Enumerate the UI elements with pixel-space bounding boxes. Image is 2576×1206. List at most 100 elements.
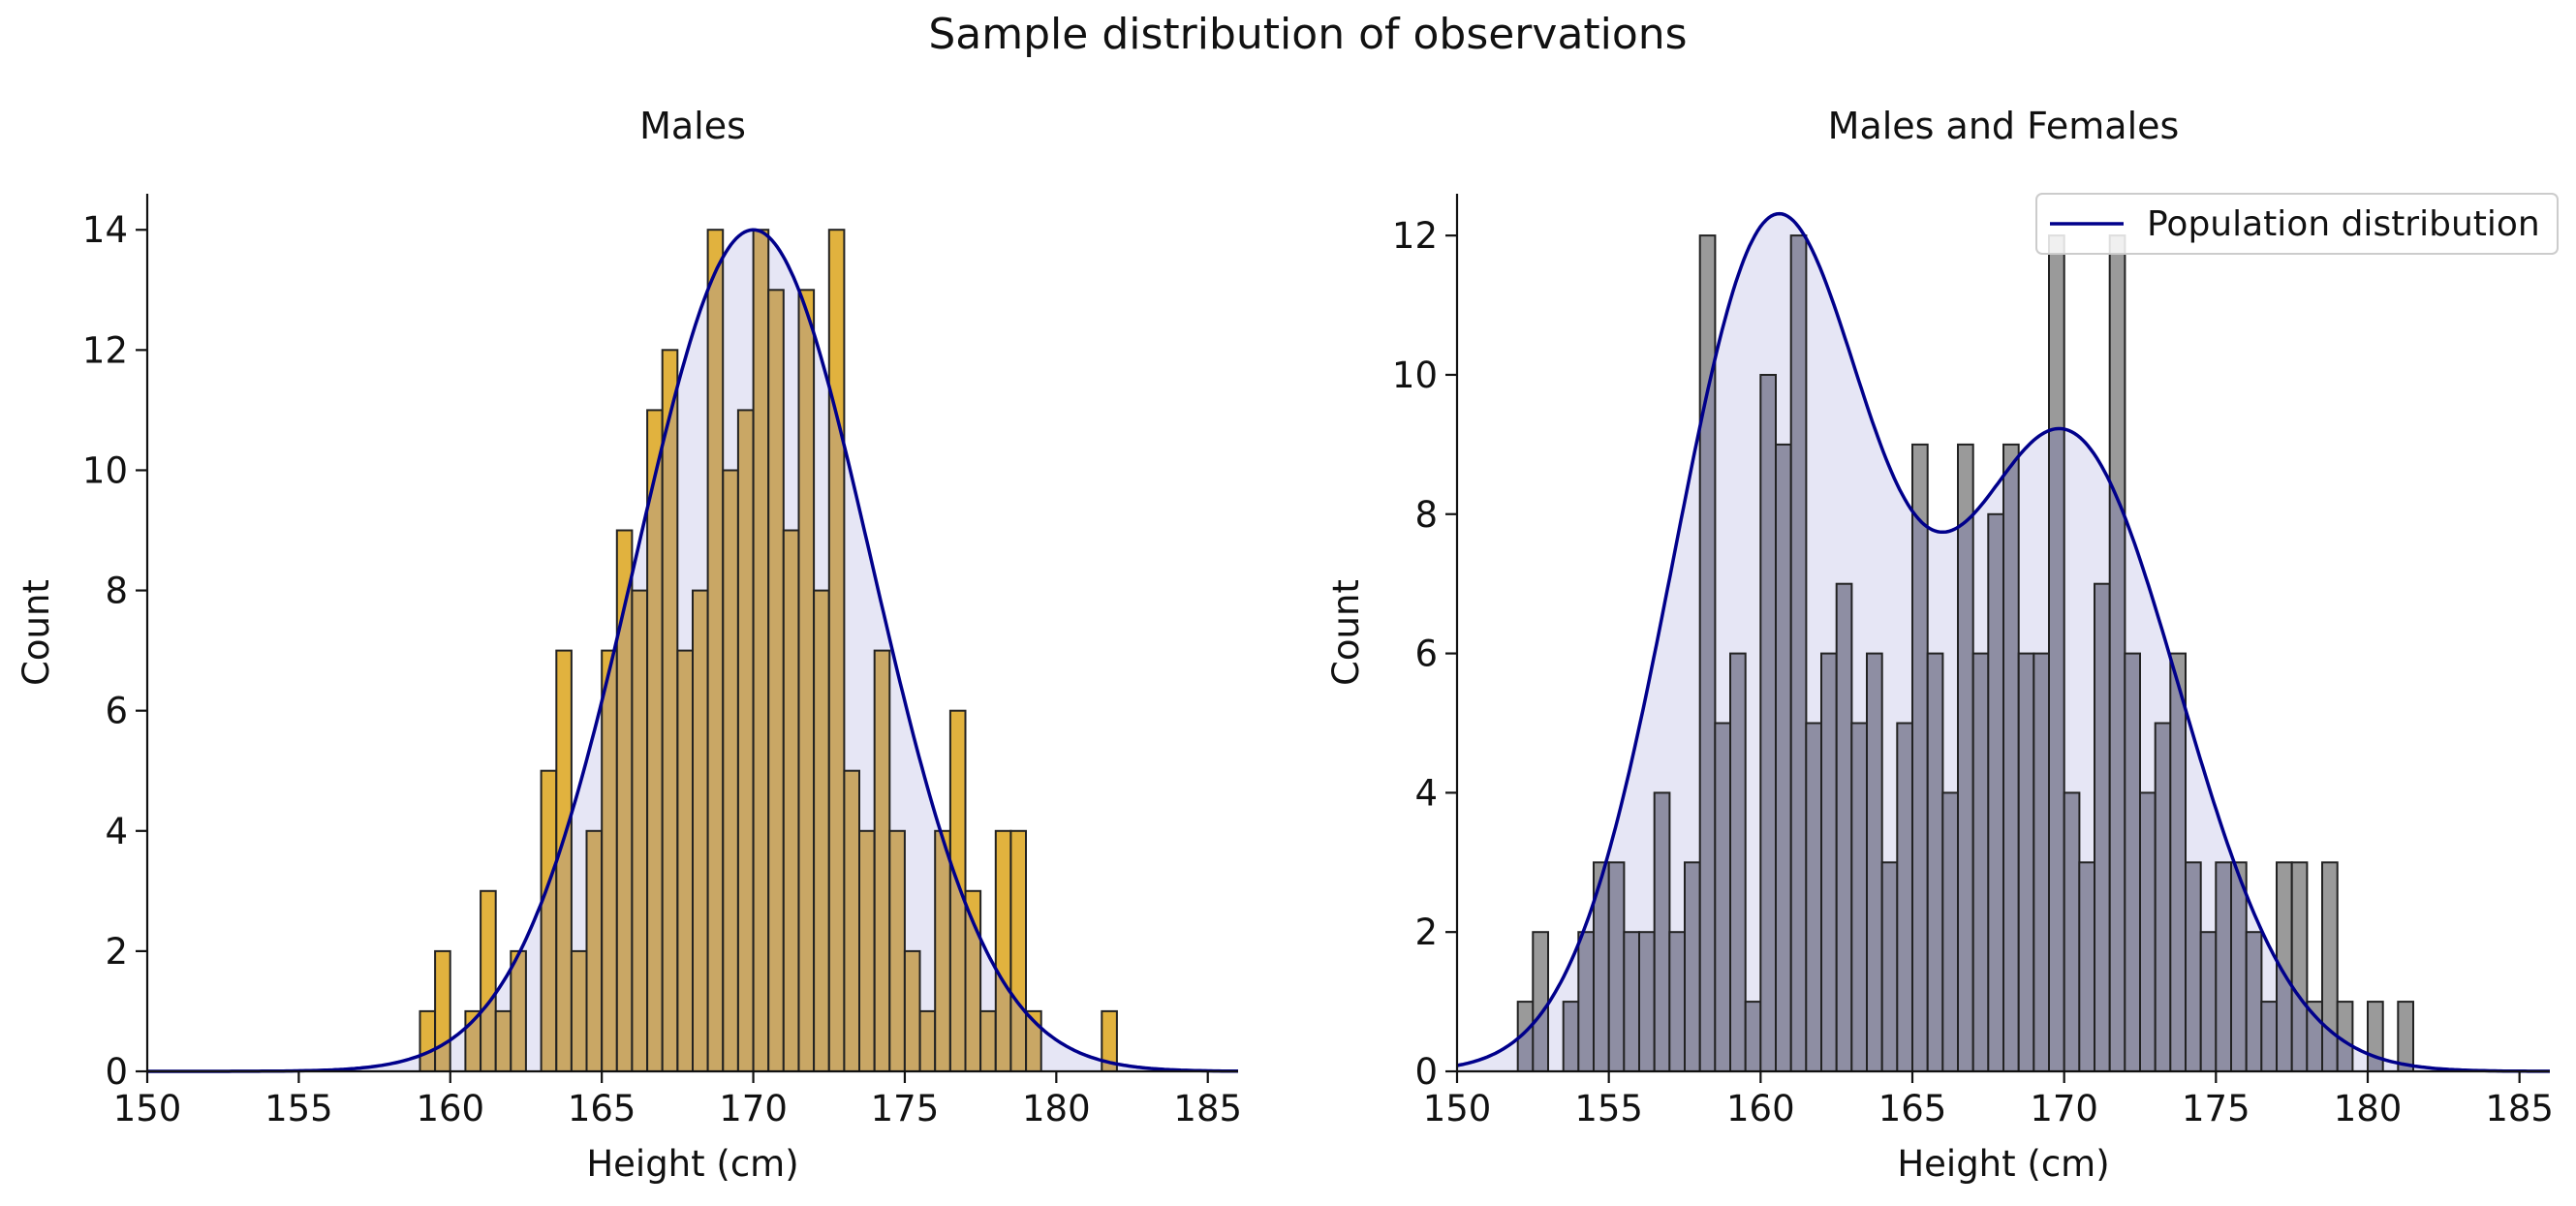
histogram-bar-overlap (2049, 235, 2064, 1072)
histogram-bar-overlap (647, 410, 663, 1071)
x-tick-label: 155 (1574, 1088, 1643, 1129)
y-tick-label: 6 (105, 691, 128, 732)
histogram-bar-overlap (783, 530, 799, 1071)
histogram-bar-overlap (1942, 792, 1958, 1071)
histogram-bar-overlap (2186, 862, 2201, 1071)
histogram-bar-overlap (2033, 653, 2049, 1071)
x-tick-label: 185 (2485, 1088, 2554, 1129)
histogram-bar-overlap (1897, 723, 1912, 1071)
figure-title: Sample distribution of observations (928, 10, 1687, 59)
histogram-bar-overlap (1578, 932, 1594, 1071)
histogram-bar-overlap (919, 1010, 936, 1071)
males-and-females-chart-panel: 150 155 160 165 170 175 180 185 0 2 4 6 8 10 12 Males a… (1325, 105, 2559, 1185)
y-tick-label: 10 (1392, 355, 1438, 396)
y-tick-label: 8 (105, 571, 128, 612)
histogram-bar-overlap (753, 230, 769, 1071)
histogram-bar-overlap (2216, 862, 2231, 1071)
histogram-bar-overlap (2003, 444, 2019, 1071)
x-axis-label: Height (cm) (1897, 1143, 2109, 1185)
histogram-bar-overlap (495, 1010, 512, 1071)
histogram-bar-overlap (768, 290, 784, 1071)
histogram-bar-overlap (1715, 723, 1730, 1071)
histogram-bar-overlap (1958, 444, 1973, 1071)
histogram-bar-overlap (889, 830, 905, 1071)
histogram-bars (419, 229, 1118, 1073)
x-tick-label: 165 (568, 1088, 636, 1129)
legend-box (2035, 193, 2559, 255)
histogram-bar-overlap (616, 530, 633, 1071)
x-axis-label: Height (cm) (586, 1143, 798, 1185)
x-tick-label: 170 (719, 1088, 788, 1129)
males-chart-panel: 150 155 160 165 170 175 180 185 0 2 4 6 8 10 12 14 Males… (16, 105, 1242, 1185)
histogram-bar-overlap (1669, 932, 1685, 1071)
histogram-bar-overlap (2079, 862, 2095, 1071)
legend: Population distribution (2035, 193, 2559, 255)
x-tick-label: 185 (1173, 1088, 1242, 1129)
histogram-bar (2398, 1002, 2413, 1071)
histogram-bar-overlap (1760, 375, 1776, 1071)
histogram-bar-overlap (904, 950, 920, 1071)
histogram-bar-overlap (632, 590, 647, 1071)
histogram-bar-overlap (2018, 653, 2034, 1071)
y-tick-label: 10 (82, 449, 128, 491)
histogram-bar-overlap (859, 830, 875, 1071)
histogram-bar-overlap (1624, 932, 1639, 1071)
histogram-bar-overlap (1927, 653, 1943, 1071)
histogram-bar-overlap (1790, 235, 1807, 1072)
histogram-bar-overlap (586, 830, 603, 1071)
population-curve-line (1456, 211, 2550, 1073)
histogram-bar-overlap (2246, 932, 2262, 1071)
panel-title: Males (639, 105, 746, 147)
y-axis-label: Count (16, 579, 57, 686)
histogram-bar-overlap (980, 1010, 996, 1071)
histogram-bar-overlap (2261, 1002, 2277, 1071)
histogram-bar-overlap (1806, 723, 1821, 1071)
y-axis-label: Count (1325, 579, 1367, 686)
histogram-bar-overlap (1563, 1002, 1579, 1071)
population-curve-line (147, 228, 1238, 1073)
histogram-bar (1102, 1010, 1117, 1071)
y-tick-label: 14 (82, 209, 128, 251)
histogram-bar-overlap (511, 950, 526, 1071)
histogram-bar-overlap (723, 470, 738, 1071)
histogram-bar-overlap (602, 650, 617, 1071)
histogram-bar-overlap (1988, 513, 2003, 1071)
histogram-bar-overlap (1730, 653, 1746, 1071)
y-tick-label: 4 (105, 811, 128, 852)
histogram-bar-overlap (814, 590, 829, 1071)
x-tick-label: 180 (2334, 1088, 2403, 1129)
histogram-bar-overlap (965, 890, 981, 1071)
histogram-bar-overlap (828, 230, 845, 1071)
histogram-bar-overlap (2170, 653, 2186, 1071)
panel-title: Males and Females (1828, 105, 2180, 147)
y-tick-label: 12 (1392, 215, 1438, 257)
histogram-bar-overlap (2155, 723, 2171, 1071)
histogram-bar-overlap (1972, 653, 1989, 1071)
histogram-bar-overlap (2095, 583, 2110, 1071)
histogram-bar-overlap (935, 830, 950, 1071)
histogram-bar-overlap (677, 650, 693, 1071)
histogram-bar-overlap (1654, 792, 1670, 1071)
x-tick-label: 175 (871, 1088, 940, 1129)
histogram-bar-overlap (2140, 792, 2156, 1071)
y-tick-label: 2 (1414, 912, 1438, 953)
histogram-bar-overlap (737, 410, 754, 1071)
x-tick-label: 160 (416, 1088, 484, 1129)
x-tick-label: 165 (1878, 1088, 1947, 1129)
x-tick-label: 160 (1726, 1088, 1795, 1129)
histogram-bar-overlap (1821, 653, 1837, 1071)
histogram-bar-overlap (844, 770, 859, 1071)
histogram-bar-overlap (1912, 444, 1928, 1071)
histogram-bar-overlap (2231, 862, 2247, 1071)
x-tick-label: 170 (2030, 1088, 2098, 1129)
histogram-bar-overlap (1685, 862, 1700, 1071)
histogram-bar-overlap (1594, 862, 1609, 1071)
histogram-bar-overlap (662, 350, 678, 1071)
histogram-bar (2322, 862, 2338, 1071)
y-tick-label: 0 (105, 1051, 128, 1093)
y-tick-label: 8 (1414, 494, 1438, 536)
histogram-bar-overlap (1851, 723, 1867, 1071)
histogram-bar-overlap (798, 290, 815, 1071)
legend-label: Population distribution (2147, 204, 2540, 244)
histogram-bar-overlap (1776, 444, 1791, 1071)
